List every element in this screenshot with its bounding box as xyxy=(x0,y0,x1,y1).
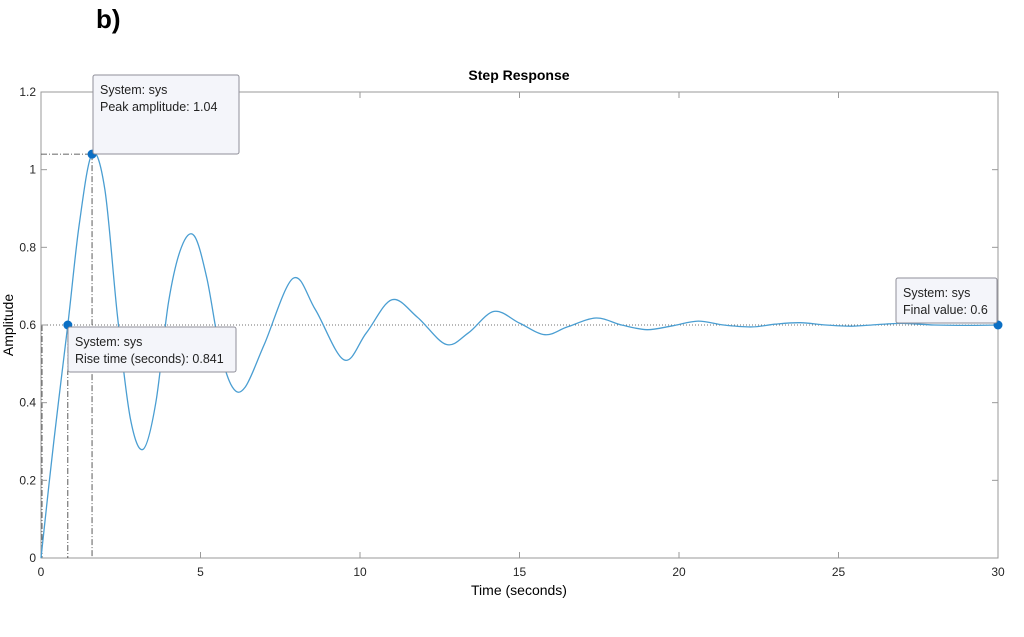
data-tip-line1: System: sys xyxy=(903,286,970,300)
x-tick-label: 5 xyxy=(197,565,204,579)
data-tip-box xyxy=(67,326,237,373)
y-axis-label: Amplitude xyxy=(0,294,16,356)
y-tick-label: 0.2 xyxy=(19,473,36,487)
chart-title: Step Response xyxy=(468,67,569,83)
y-tick-label: 1 xyxy=(29,163,36,177)
y-tick-label: 1.2 xyxy=(19,85,36,99)
data-tip-line2: Final value: 0.6 xyxy=(903,303,988,317)
data-tip-line1: System: sys xyxy=(75,335,142,349)
x-tick-label: 20 xyxy=(672,565,686,579)
data-tip-peak: System: sys Peak amplitude: 1.04 xyxy=(92,74,240,155)
data-tip-line1: System: sys xyxy=(100,83,167,97)
axis-ticks: 0 5 10 15 20 25 30 0 0.2 0.4 0.6 0.8 1 1.2 xyxy=(19,85,1005,579)
data-tip-line2: Rise time (seconds): 0.841 xyxy=(75,352,224,366)
y-tick-label: 0.8 xyxy=(19,240,36,254)
data-tip-box xyxy=(895,277,998,324)
x-tick-label: 30 xyxy=(991,565,1005,579)
x-axis-label: Time (seconds) xyxy=(471,582,567,598)
data-tip-line2: Peak amplitude: 1.04 xyxy=(100,100,217,114)
y-tick-label: 0.6 xyxy=(19,318,36,332)
data-tip-box xyxy=(92,74,240,155)
x-tick-label: 25 xyxy=(832,565,846,579)
y-tick-label: 0.4 xyxy=(19,396,36,410)
x-tick-label: 15 xyxy=(513,565,527,579)
data-tip-final-value: System: sys Final value: 0.6 xyxy=(895,277,998,324)
x-tick-label: 0 xyxy=(38,565,45,579)
y-tick-label: 0 xyxy=(29,551,36,565)
figure-label: b) xyxy=(96,4,121,34)
data-tip-rise-time: System: sys Rise time (seconds): 0.841 xyxy=(67,326,237,373)
x-tick-label: 10 xyxy=(353,565,367,579)
